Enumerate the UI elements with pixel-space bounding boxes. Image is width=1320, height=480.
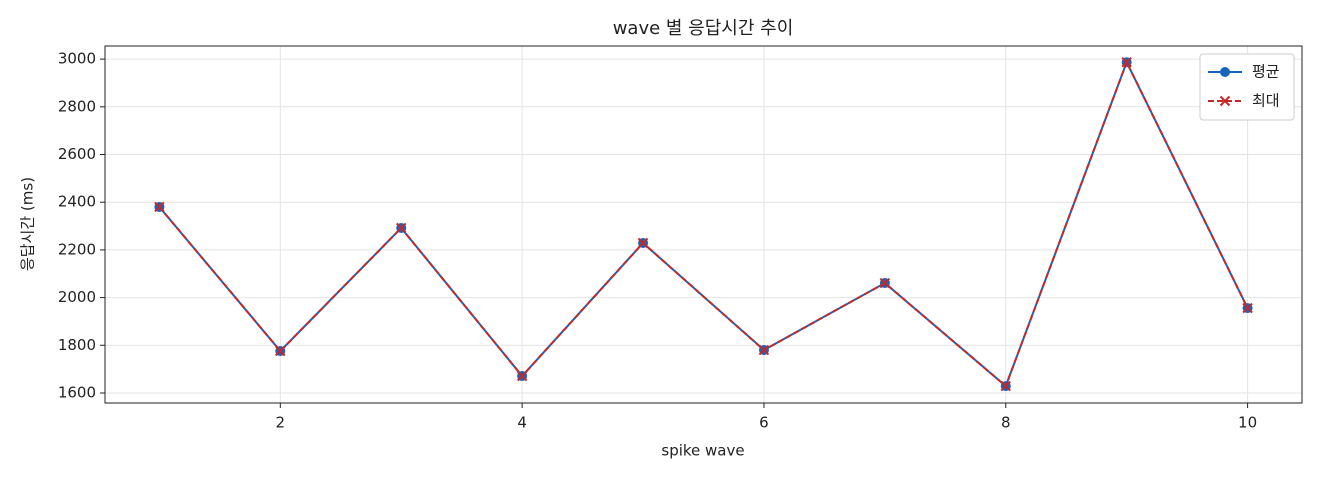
marker (275, 345, 286, 357)
series-line (158, 59, 1249, 388)
y-axis-label: 응답시간 (ms) (19, 177, 37, 271)
marker (637, 237, 649, 249)
plot-frame (104, 45, 1303, 404)
marker (1000, 380, 1011, 392)
marker (154, 201, 165, 213)
x-tick-label: 6 (759, 414, 769, 432)
marker (1219, 95, 1231, 107)
y-tick-label: 1600 (58, 383, 96, 401)
x-axis-label: spike wave (661, 442, 744, 460)
y-tick-label: 3000 (58, 50, 96, 68)
marker (1242, 302, 1253, 314)
marker (1220, 67, 1230, 77)
y-tick-label: 2800 (58, 97, 96, 115)
marker (516, 370, 528, 382)
chart-title: wave 별 응답시간 추이 (613, 18, 794, 39)
legend-label: 최대 (1252, 92, 1280, 110)
series-line (158, 59, 1249, 388)
y-tick-label: 2400 (58, 193, 96, 211)
y-tick-label: 2000 (58, 288, 96, 306)
x-tick-label: 10 (1238, 414, 1257, 432)
y-tick-label: 1800 (58, 336, 96, 354)
x-tick-label: 4 (517, 414, 527, 432)
marker (1121, 57, 1132, 68)
y-tick-label: 2200 (58, 240, 96, 258)
legend-label: 평균 (1252, 63, 1280, 81)
x-tick-label: 8 (1001, 414, 1011, 432)
y-tick-label: 2600 (58, 145, 96, 163)
x-tick-label: 2 (276, 414, 286, 432)
legend-box (1199, 53, 1295, 121)
marker (758, 344, 770, 356)
marker (396, 222, 407, 234)
marker (879, 277, 891, 289)
